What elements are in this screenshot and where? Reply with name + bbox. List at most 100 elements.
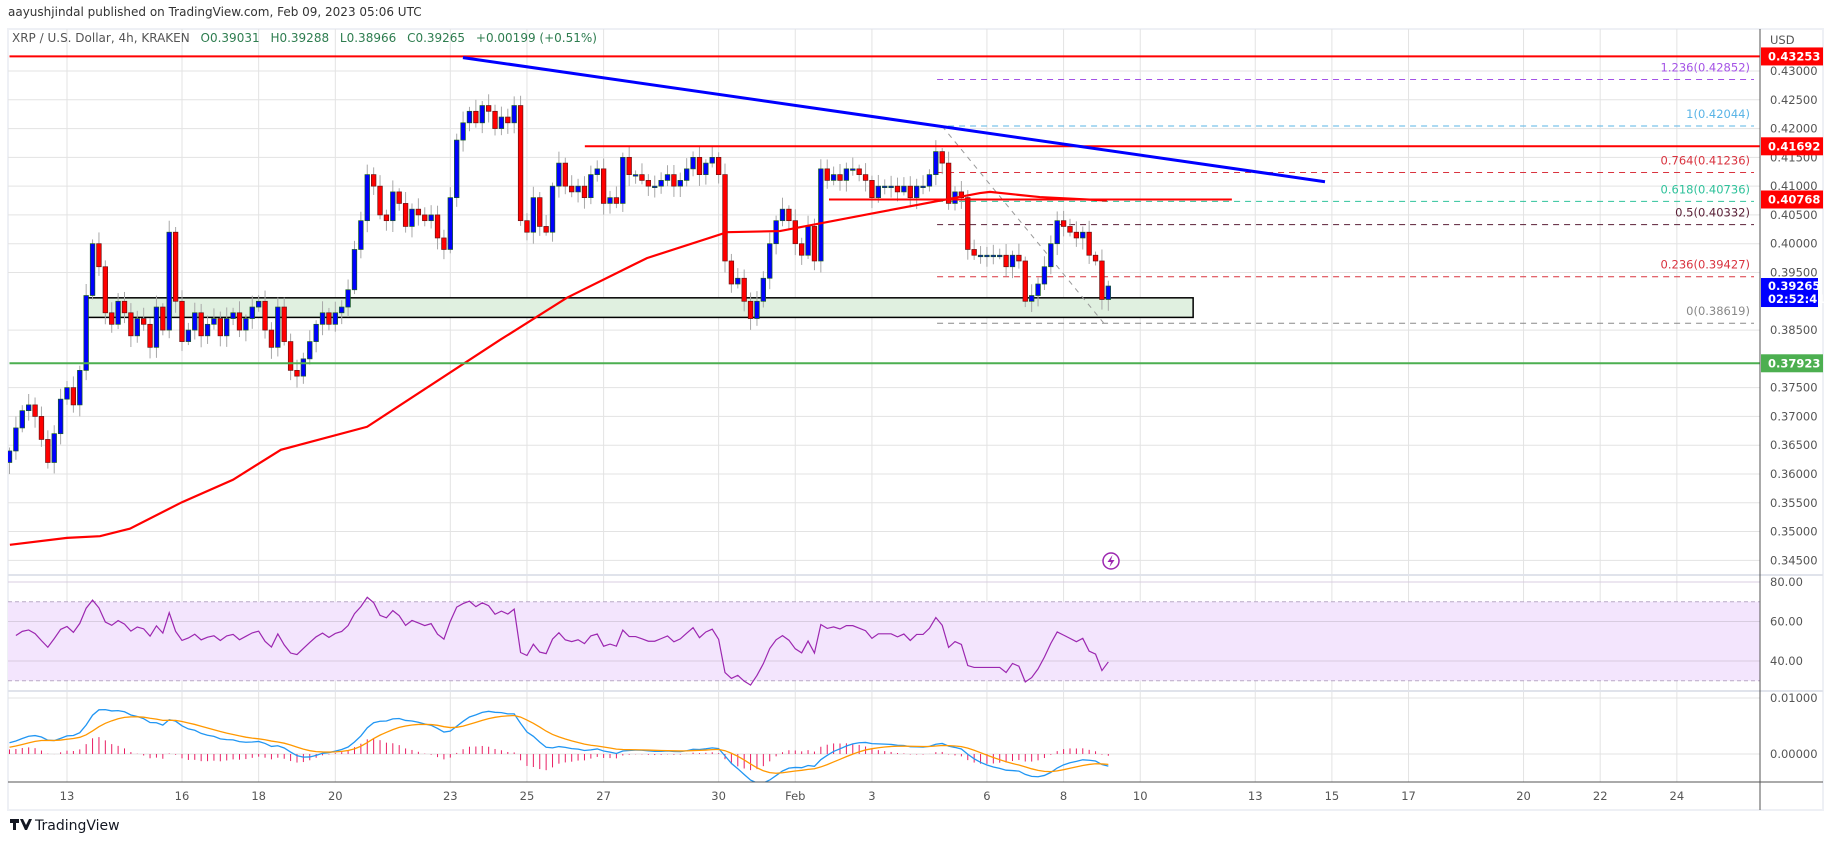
candle-down [370, 174, 377, 187]
candle-up [192, 312, 198, 331]
candle-up [703, 162, 709, 175]
candle-up [767, 243, 773, 279]
candle-down [473, 110, 479, 124]
fib-level-label: 1.236(0.42852) [1661, 61, 1750, 75]
candle-down [907, 185, 913, 199]
candle-down [696, 157, 703, 175]
candle-up [466, 110, 473, 124]
price-tick-label: 0.37500 [1770, 381, 1818, 395]
candle-up [1054, 220, 1060, 245]
candle-up [933, 151, 939, 175]
price-tick-label: 0.41000 [1770, 179, 1818, 193]
fib-trend-line [941, 125, 1105, 324]
price-tag [1761, 137, 1823, 156]
rsi-pane [15, 596, 1109, 686]
price-tick-label: 0.40500 [1770, 208, 1818, 222]
candle-down [824, 168, 830, 181]
lightning-icon[interactable] [1102, 552, 1120, 570]
candle-down [1073, 231, 1080, 239]
time-label: 16 [175, 789, 190, 803]
rsi-line [15, 596, 1109, 686]
candle-up [307, 341, 313, 360]
candle-up [57, 398, 64, 435]
current-price-tag [1761, 278, 1818, 308]
macd-signal-line [9, 714, 1109, 774]
candle-up [690, 157, 696, 170]
candle-up [358, 220, 364, 250]
fib-level-label: 0.236(0.39427) [1661, 258, 1750, 272]
candle-down [141, 318, 147, 325]
candle-up [26, 404, 32, 412]
candle-down [415, 208, 422, 216]
price-tick-label: 0.37000 [1770, 409, 1818, 423]
candle-down [383, 214, 390, 222]
candle-up [89, 243, 96, 296]
candle-down [786, 208, 792, 222]
candle-up [115, 300, 121, 325]
drawings-back: 1.236(0.42852) 1(0.42044) 0.764(0.41236) 0.… [85, 61, 1754, 324]
candle-down [1092, 254, 1099, 262]
candle-up [709, 157, 715, 164]
candle-down [939, 151, 945, 164]
candle-down [945, 162, 952, 204]
rsi-tick-label: 60.00 [1770, 615, 1803, 629]
ohlc-high: H0.39288 [270, 31, 330, 45]
price-tick-label: 0.35000 [1770, 525, 1818, 539]
candle-up [185, 329, 192, 342]
candle-down [569, 185, 575, 193]
tradingview-logo[interactable]: TradingView [10, 818, 120, 834]
candle-up [460, 122, 466, 141]
candle-down [517, 105, 524, 222]
descending-trendline [462, 56, 1326, 184]
time-label: 20 [328, 789, 343, 803]
candle-up [850, 168, 856, 171]
candle-up [607, 197, 613, 204]
currency-label: USD [1770, 33, 1795, 47]
candle-down [1099, 260, 1105, 300]
candle-down [1086, 231, 1092, 256]
candle-up [230, 312, 236, 319]
candle-down [965, 197, 971, 250]
symbol-title[interactable]: XRP / U.S. Dollar, 4h, KRAKEN [12, 31, 190, 45]
candle-down [128, 312, 134, 337]
candle-up [888, 185, 894, 188]
time-label: 25 [520, 789, 535, 803]
candle-down [396, 191, 402, 204]
time-label: 13 [1248, 789, 1263, 803]
candle-up [620, 157, 626, 204]
candle-down [811, 226, 818, 262]
candle-down [1067, 226, 1073, 233]
time-label: 23 [443, 789, 458, 803]
candle-up [1009, 254, 1016, 268]
candle-down [626, 157, 632, 175]
candle-down [505, 116, 511, 124]
time-label: 10 [1133, 789, 1148, 803]
ohlc-change: +0.00199 (+0.51%) [475, 31, 597, 45]
candle-up [447, 197, 453, 250]
candle-down [217, 318, 223, 337]
price-tag [1761, 47, 1823, 66]
price-tag [1761, 354, 1823, 373]
rsi-tick-label: 80.00 [1770, 575, 1803, 589]
time-label: 15 [1325, 789, 1340, 803]
candle-up [914, 185, 920, 199]
price-tick-label: 0.42000 [1770, 122, 1818, 136]
candle-down [236, 312, 243, 331]
candle-down [728, 260, 735, 285]
candle-up [313, 323, 319, 342]
candle-up [249, 306, 255, 319]
candle-down [287, 341, 294, 371]
candle-down [747, 300, 754, 319]
price-tag-label: 0.41692 [1768, 139, 1820, 153]
candle-down [268, 329, 275, 348]
candle-up [843, 168, 850, 181]
candle-down [441, 237, 447, 250]
candle-up [19, 410, 25, 429]
candle-up [805, 226, 811, 256]
candle-up [990, 254, 996, 258]
price-tick-label: 0.40000 [1770, 237, 1818, 251]
grid [8, 29, 1760, 782]
candle-up [882, 185, 888, 188]
candle-up [984, 254, 990, 258]
